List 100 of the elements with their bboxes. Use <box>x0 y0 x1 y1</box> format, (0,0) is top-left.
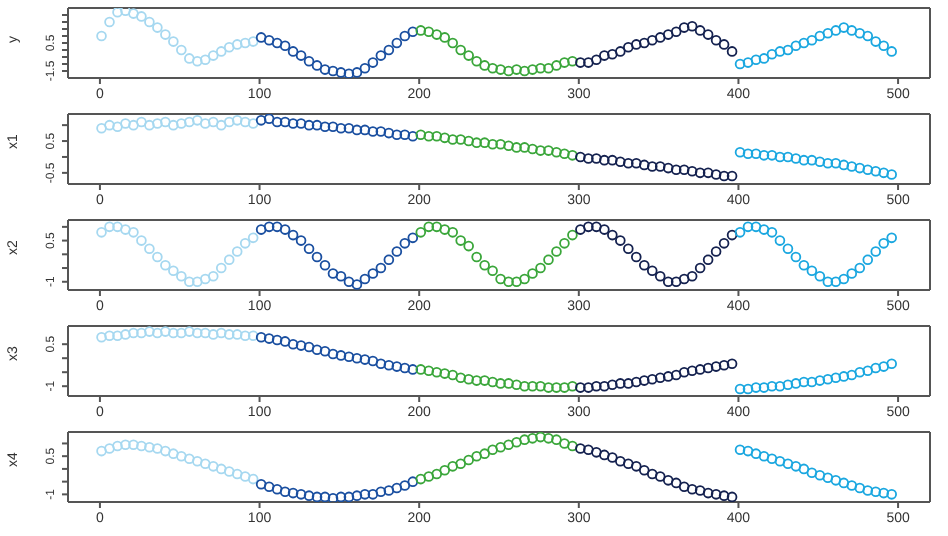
point <box>176 44 187 56</box>
point <box>543 62 554 74</box>
point <box>646 34 658 46</box>
point <box>351 279 363 290</box>
point <box>199 327 211 339</box>
point <box>192 327 203 339</box>
point <box>231 115 243 126</box>
point <box>263 221 275 233</box>
point <box>886 46 897 57</box>
point <box>471 251 482 263</box>
point <box>383 254 395 266</box>
point <box>710 34 722 46</box>
point <box>311 491 323 502</box>
point <box>495 378 506 389</box>
point <box>694 262 706 274</box>
point <box>750 448 762 459</box>
point <box>646 265 658 277</box>
point <box>199 118 211 129</box>
point <box>375 358 387 370</box>
point <box>559 382 570 393</box>
point <box>168 327 179 339</box>
point <box>303 55 315 67</box>
point <box>495 273 506 285</box>
point <box>758 53 770 64</box>
point <box>471 450 482 462</box>
point <box>591 54 602 66</box>
point <box>231 39 243 50</box>
point <box>399 30 411 42</box>
point <box>846 25 858 36</box>
point <box>543 382 554 393</box>
point <box>702 362 714 374</box>
point <box>535 432 546 443</box>
point <box>583 221 594 233</box>
point <box>718 39 730 50</box>
point <box>535 262 546 274</box>
point <box>367 268 379 279</box>
point <box>830 475 842 486</box>
point <box>822 276 834 288</box>
point <box>455 44 466 56</box>
point <box>527 143 538 155</box>
point <box>168 119 179 131</box>
point <box>335 491 347 502</box>
point <box>615 156 626 168</box>
point <box>319 64 331 75</box>
point <box>615 378 626 389</box>
point <box>303 243 315 255</box>
point <box>439 224 451 235</box>
point <box>623 378 634 389</box>
point <box>623 158 634 169</box>
point <box>527 268 538 279</box>
point <box>798 376 810 388</box>
point <box>718 359 730 371</box>
point <box>431 468 443 480</box>
point <box>814 30 826 42</box>
point <box>423 471 435 482</box>
point <box>535 380 546 392</box>
point <box>846 268 858 279</box>
point <box>391 246 403 257</box>
point <box>654 372 666 384</box>
point <box>271 483 283 495</box>
point <box>790 153 802 164</box>
point <box>351 67 363 78</box>
point <box>758 224 770 235</box>
point <box>487 138 498 150</box>
point <box>375 486 387 498</box>
point <box>152 327 163 339</box>
point <box>255 331 267 343</box>
point <box>144 326 155 337</box>
point <box>168 448 179 459</box>
point <box>615 455 626 467</box>
point <box>455 372 466 384</box>
point <box>463 240 474 252</box>
point <box>646 468 658 480</box>
point <box>407 130 419 142</box>
point <box>686 20 698 32</box>
point <box>247 330 259 342</box>
point <box>367 355 379 367</box>
point <box>654 270 666 282</box>
point <box>886 489 897 500</box>
point <box>766 150 778 161</box>
point <box>670 26 682 38</box>
point <box>415 25 427 36</box>
point <box>207 50 219 61</box>
point <box>343 276 355 288</box>
point <box>184 453 195 465</box>
point <box>471 55 482 67</box>
point <box>152 118 163 129</box>
point <box>207 270 219 282</box>
point <box>599 380 610 392</box>
point <box>184 116 195 128</box>
point <box>726 229 738 241</box>
point <box>207 329 219 340</box>
point <box>415 129 427 140</box>
point <box>255 478 267 490</box>
point <box>806 467 818 479</box>
point <box>375 50 387 61</box>
point <box>247 232 259 244</box>
point <box>319 121 331 133</box>
point <box>104 221 115 233</box>
point <box>439 368 451 379</box>
